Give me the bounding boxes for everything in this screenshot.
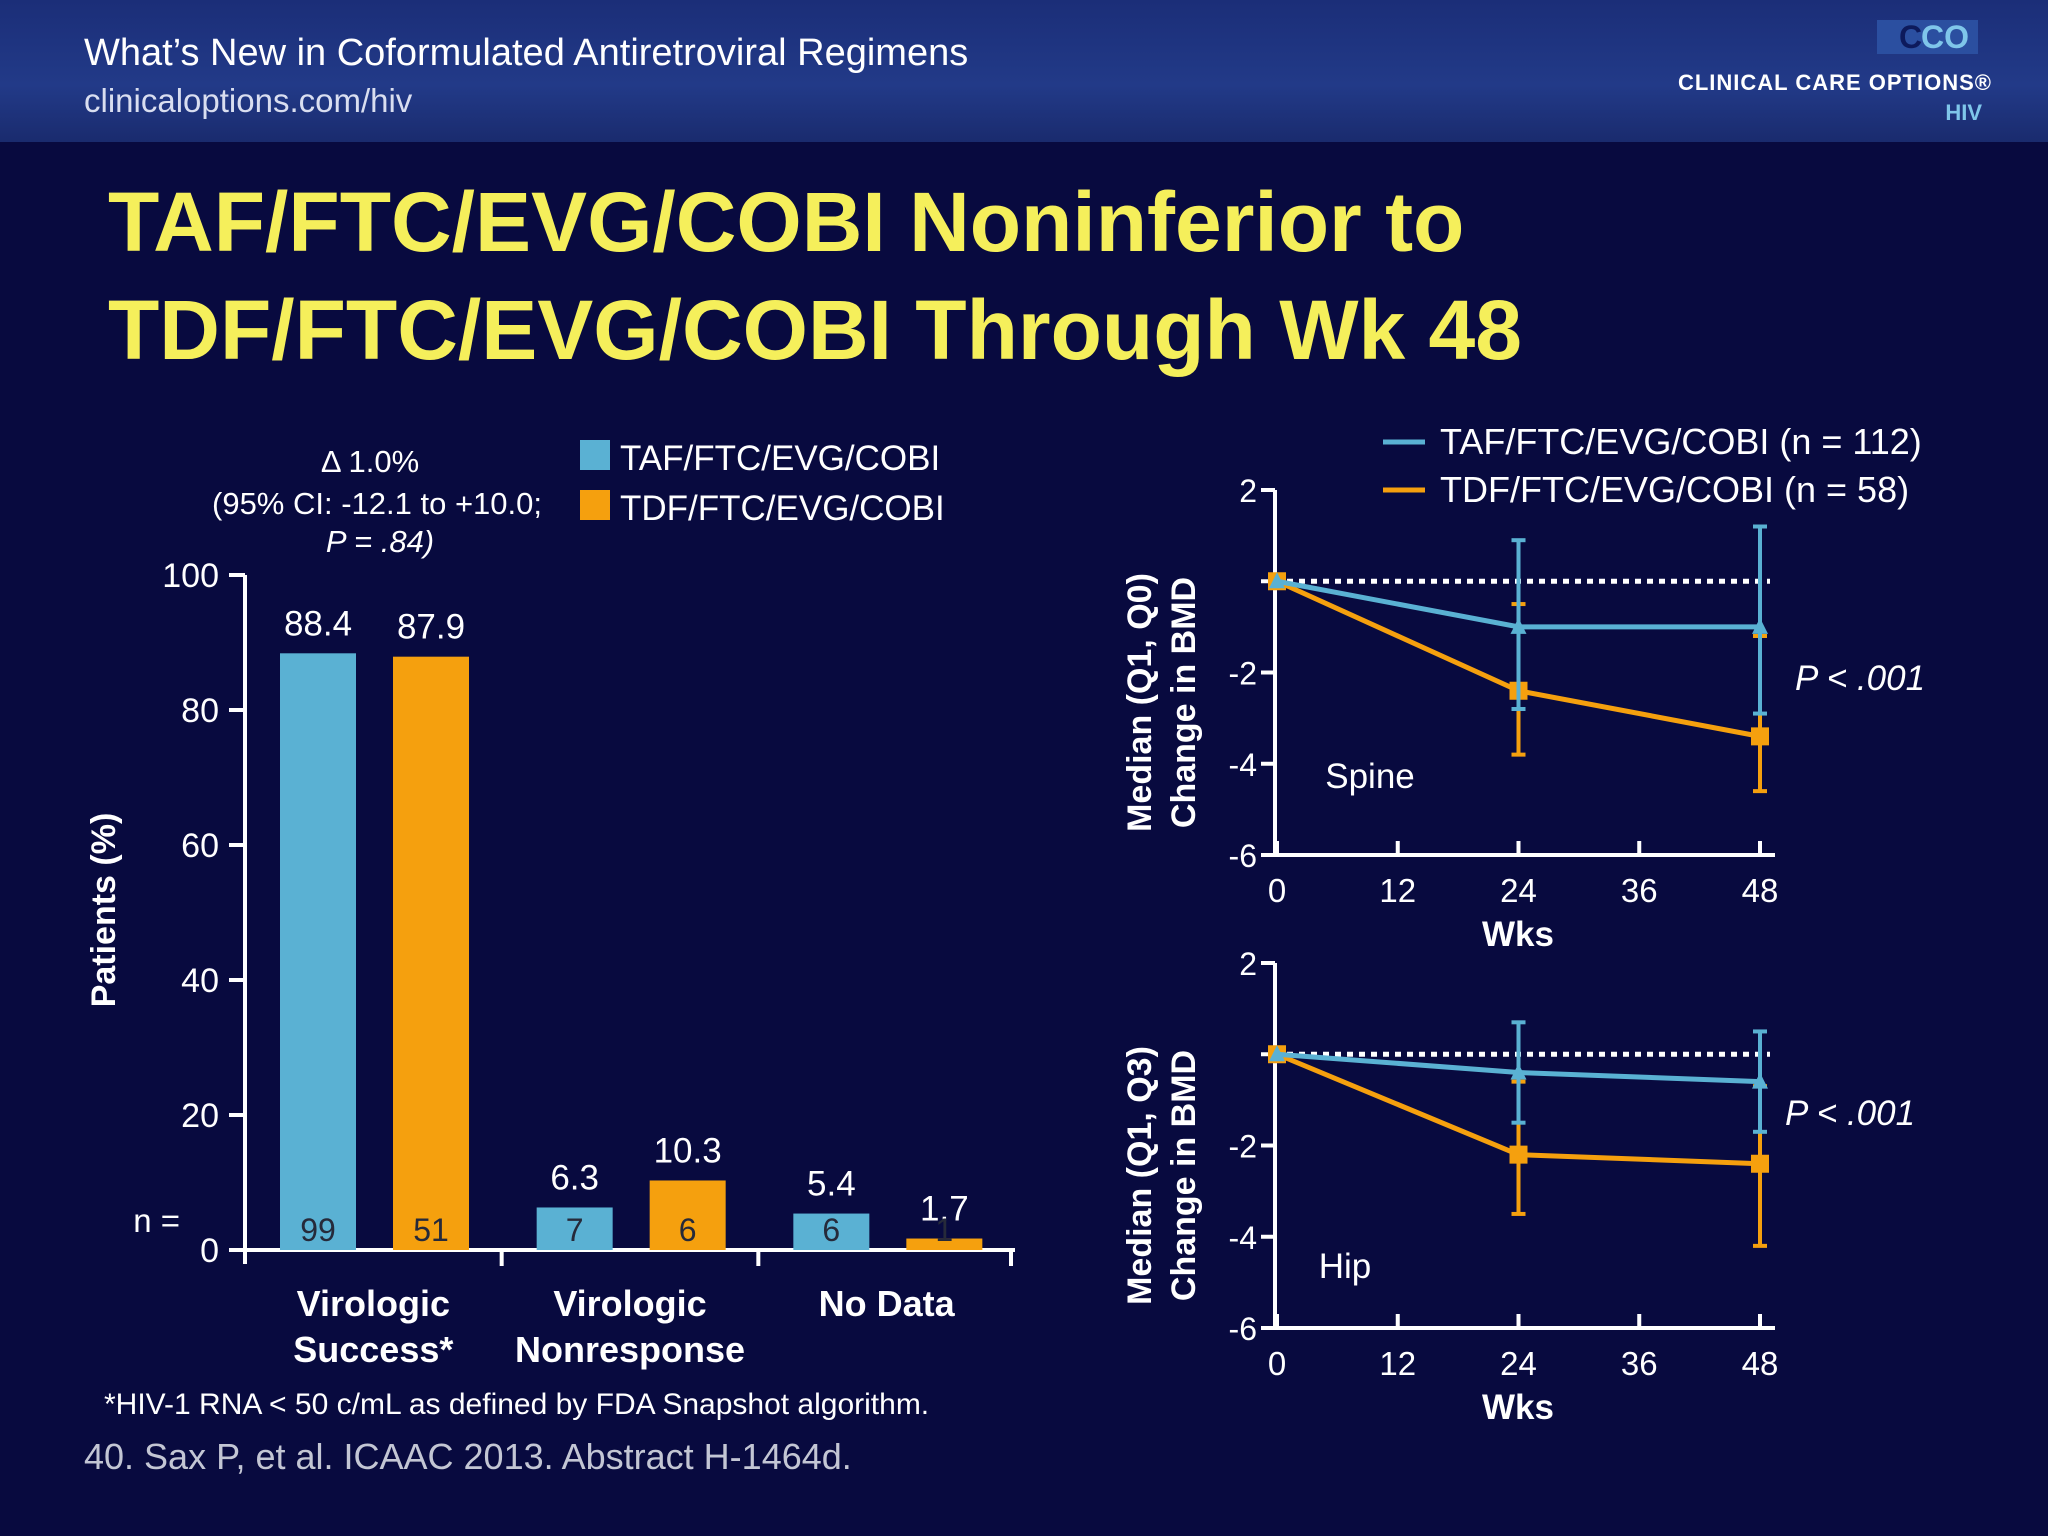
line-x-tick-label: 12 bbox=[1379, 872, 1416, 909]
logo-sub: HIV bbox=[1945, 100, 1982, 125]
bar-n-label: n = bbox=[133, 1202, 180, 1239]
reference: 40. Sax P, et al. ICAAC 2013. Abstract H… bbox=[84, 1436, 852, 1477]
logo-mark-left: C bbox=[1899, 19, 1923, 55]
line-y-axis-label: Median (Q1, Q0) bbox=[1121, 573, 1159, 832]
series-marker-triangle bbox=[1269, 1045, 1285, 1062]
bar-y-tick-label: 100 bbox=[162, 557, 219, 595]
spine-panel-label: Spine bbox=[1325, 757, 1415, 796]
line-x-tick-label: 48 bbox=[1742, 872, 1779, 909]
bar-annotation: Δ 1.0% bbox=[321, 444, 419, 479]
line-legend-label: TAF/FTC/EVG/COBI (n = 112) bbox=[1440, 421, 1922, 462]
bar-n-value: 7 bbox=[566, 1212, 584, 1248]
line-y-tick-label: -4 bbox=[1229, 747, 1257, 783]
line-y-axis-label: Median (Q1, Q3) bbox=[1121, 1046, 1159, 1305]
line-y-tick-label: -2 bbox=[1229, 656, 1257, 692]
bar-annotation: (95% CI: -12.1 to +10.0; bbox=[212, 486, 542, 521]
slide-header: What’s New in Coformulated Antiretrovira… bbox=[0, 0, 2048, 142]
line-y-tick-label: -6 bbox=[1229, 838, 1257, 874]
line-y-tick-label: 2 bbox=[1239, 946, 1257, 982]
title-line-1: TAF/FTC/EVG/COBI Noninferior to bbox=[108, 175, 1465, 269]
bar-value-label: 88.4 bbox=[284, 604, 352, 643]
series-marker-triangle bbox=[1269, 572, 1285, 589]
legend-label: TAF/FTC/EVG/COBI bbox=[620, 439, 940, 478]
series-marker-triangle bbox=[1510, 1063, 1527, 1080]
bar-category-label: Virologic bbox=[297, 1283, 450, 1324]
bar-n-value: 51 bbox=[413, 1212, 449, 1248]
line-y-tick-label: 2 bbox=[1239, 473, 1257, 509]
series-marker-square bbox=[1509, 1145, 1528, 1164]
line-x-tick-label: 12 bbox=[1379, 1345, 1416, 1382]
logo-mark-right: CO bbox=[1921, 19, 1969, 55]
spine-chart: -6 -4 -2 2 0 12 24 36 48 Wks Median (Q1, Q0) Change… bbox=[1121, 421, 1925, 954]
bar-n-value: 6 bbox=[822, 1212, 840, 1248]
line-y-axis-label: Change in BMD bbox=[1165, 1050, 1203, 1301]
line-legend-label: TDF/FTC/EVG/COBI (n = 58) bbox=[1440, 469, 1909, 510]
bar bbox=[793, 1213, 870, 1250]
bar-y-tick-label: 80 bbox=[181, 692, 219, 730]
bar bbox=[280, 653, 356, 1250]
bar bbox=[536, 1207, 613, 1250]
hip-panel-label: Hip bbox=[1319, 1247, 1372, 1286]
line-x-tick-label: 24 bbox=[1500, 872, 1537, 909]
series-marker-square bbox=[1751, 1154, 1769, 1173]
line-y-tick-label: -4 bbox=[1229, 1220, 1257, 1256]
bar-value-label: 87.9 bbox=[397, 608, 465, 647]
bar-y-tick-label: 0 bbox=[200, 1232, 219, 1270]
bar bbox=[649, 1180, 726, 1250]
header-url[interactable]: clinicaloptions.com/hiv bbox=[84, 82, 413, 119]
line-x-tick-label: 36 bbox=[1621, 872, 1658, 909]
bar-category-label: No Data bbox=[819, 1283, 956, 1324]
line-x-tick-label: 36 bbox=[1621, 1345, 1658, 1382]
header-title: What’s New in Coformulated Antiretrovira… bbox=[84, 32, 969, 74]
line-x-tick-label: 24 bbox=[1500, 1345, 1537, 1382]
line-x-tick-label: 0 bbox=[1268, 1345, 1286, 1382]
line-x-tick-label: 48 bbox=[1742, 1345, 1779, 1382]
footnote: *HIV-1 RNA < 50 c/mL as defined by FDA S… bbox=[104, 1388, 930, 1421]
series-marker-triangle bbox=[1752, 1072, 1768, 1089]
bar-y-tick-label: 20 bbox=[181, 1097, 219, 1135]
series-marker-triangle bbox=[1752, 617, 1768, 634]
series-marker-triangle bbox=[1510, 617, 1527, 634]
series-marker-square bbox=[1751, 727, 1769, 746]
legend-swatch bbox=[580, 440, 610, 470]
bar-value-label: 1.7 bbox=[920, 1190, 969, 1229]
bar bbox=[906, 1238, 983, 1250]
bar-category-label: Success* bbox=[293, 1329, 453, 1370]
bar-value-label: 10.3 bbox=[654, 1131, 722, 1170]
legend-label: TDF/FTC/EVG/COBI bbox=[620, 489, 945, 528]
bar-y-tick-label: 40 bbox=[181, 962, 219, 1000]
bar-value-label: 5.4 bbox=[807, 1165, 856, 1204]
bar-n-value: 1 bbox=[935, 1212, 953, 1248]
legend-swatch bbox=[580, 490, 610, 520]
bar-y-tick-label: 60 bbox=[181, 827, 219, 865]
bar-n-value: 99 bbox=[300, 1212, 336, 1248]
hip-p-value: P < .001 bbox=[1785, 1094, 1915, 1133]
bar-value-label: 6.3 bbox=[550, 1158, 599, 1197]
slide-title: TAF/FTC/EVG/COBI Noninferior to TDF/FTC/… bbox=[108, 168, 1908, 384]
line-x-axis-label: Wks bbox=[1482, 915, 1554, 954]
line-x-tick-label: 0 bbox=[1268, 872, 1286, 909]
bar-y-axis-label: Patients (%) bbox=[85, 813, 123, 1008]
line-y-tick-label: -6 bbox=[1229, 1311, 1257, 1347]
hip-chart: -6 -4 -2 2 0 12 24 36 48 Wks Median (Q1, Q3) Change… bbox=[1121, 946, 1915, 1427]
logo-name: CLINICAL CARE OPTIONS® bbox=[1677, 70, 1992, 95]
bar-category-label: Nonresponse bbox=[515, 1329, 745, 1370]
bar-category-label: Virologic bbox=[553, 1283, 706, 1324]
bar-n-value: 6 bbox=[679, 1212, 697, 1248]
bar-annotation: P = .84) bbox=[326, 524, 434, 559]
spine-p-value: P < .001 bbox=[1795, 659, 1925, 698]
line-x-axis-label: Wks bbox=[1482, 1388, 1554, 1427]
cco-logo-icon: C CO bbox=[1877, 20, 1978, 54]
title-line-2: TDF/FTC/EVG/COBI Through Wk 48 bbox=[108, 283, 1522, 377]
bar-chart: 0 20 40 60 80 100 Patients (%) n = 88.4 99 87.9 51 V… bbox=[85, 439, 1015, 1370]
line-y-axis-label: Change in BMD bbox=[1165, 577, 1203, 828]
line-y-tick-label: -2 bbox=[1229, 1129, 1257, 1165]
bar bbox=[393, 656, 469, 1250]
